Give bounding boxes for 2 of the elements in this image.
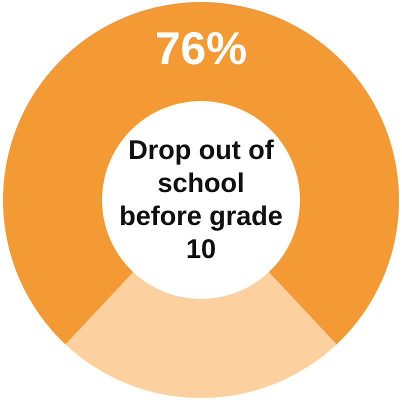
data-label: 76% xyxy=(154,22,248,74)
text: Drop out of school before grade 10 xyxy=(118,134,284,266)
